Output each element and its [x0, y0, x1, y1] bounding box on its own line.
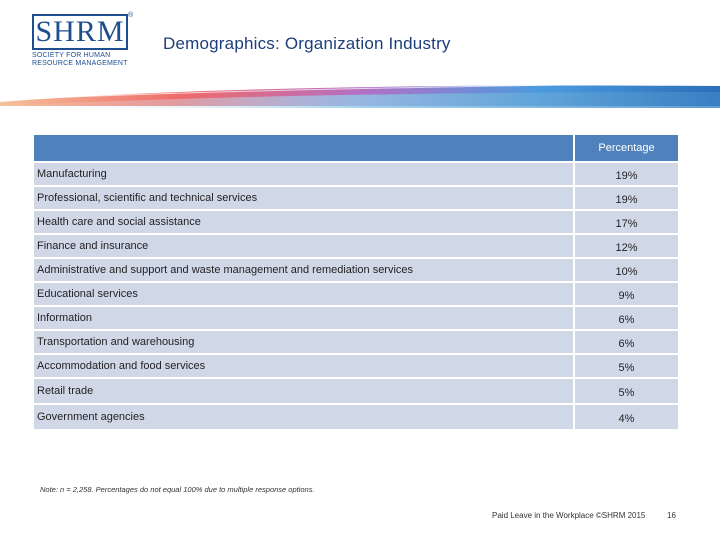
- row-value: 6%: [573, 331, 678, 353]
- row-label: Finance and insurance: [34, 235, 573, 257]
- slide-title: Demographics: Organization Industry: [163, 34, 451, 53]
- row-label: Health care and social assistance: [34, 211, 573, 233]
- industry-table: Percentage Manufacturing 19% Professiona…: [34, 133, 678, 431]
- logo-text: SHRM: [35, 15, 125, 48]
- table-row: Information 6%: [34, 307, 678, 329]
- table-row: Manufacturing 19%: [34, 163, 678, 185]
- row-value: 6%: [573, 307, 678, 329]
- row-label: Government agencies: [34, 405, 573, 429]
- table-header-row: Percentage: [34, 135, 678, 161]
- header-blank-cell: [34, 135, 573, 161]
- row-label: Information: [34, 307, 573, 329]
- row-value: 10%: [573, 259, 678, 281]
- table-row: Accommodation and food services 5%: [34, 355, 678, 377]
- row-value: 19%: [573, 187, 678, 209]
- row-label: Professional, scientific and technical s…: [34, 187, 573, 209]
- table-row: Professional, scientific and technical s…: [34, 187, 678, 209]
- table-row: Health care and social assistance 17%: [34, 211, 678, 233]
- registered-mark: ®: [128, 12, 134, 19]
- row-label: Accommodation and food services: [34, 355, 573, 377]
- sample-note: Note: n = 2,258. Percentages do not equa…: [40, 485, 315, 494]
- shrm-logo: SHRM ® SOCIETY FOR HUMAN RESOURCE MANAGE…: [32, 12, 134, 72]
- row-label: Administrative and support and waste man…: [34, 259, 573, 281]
- table-row: Finance and insurance 12%: [34, 235, 678, 257]
- row-value: 5%: [573, 355, 678, 377]
- table-row: Educational services 9%: [34, 283, 678, 305]
- row-label: Manufacturing: [34, 163, 573, 185]
- row-label: Educational services: [34, 283, 573, 305]
- row-label: Retail trade: [34, 379, 573, 403]
- page-number: 16: [667, 511, 676, 520]
- row-value: 12%: [573, 235, 678, 257]
- table-row: Government agencies 4%: [34, 405, 678, 429]
- table-row: Retail trade 5%: [34, 379, 678, 403]
- column-header-percentage: Percentage: [573, 135, 678, 161]
- row-value: 17%: [573, 211, 678, 233]
- row-value: 9%: [573, 283, 678, 305]
- table-row: Administrative and support and waste man…: [34, 259, 678, 281]
- footer-text: Paid Leave in the Workplace ©SHRM 2015: [492, 511, 646, 520]
- row-label: Transportation and warehousing: [34, 331, 573, 353]
- row-value: 5%: [573, 379, 678, 403]
- decorative-swoosh-banner: [0, 82, 720, 108]
- logo-tagline: SOCIETY FOR HUMAN RESOURCE MANAGEMENT: [32, 52, 128, 67]
- row-value: 4%: [573, 405, 678, 429]
- row-value: 19%: [573, 163, 678, 185]
- logo-mark: SHRM: [32, 14, 128, 50]
- table-row: Transportation and warehousing 6%: [34, 331, 678, 353]
